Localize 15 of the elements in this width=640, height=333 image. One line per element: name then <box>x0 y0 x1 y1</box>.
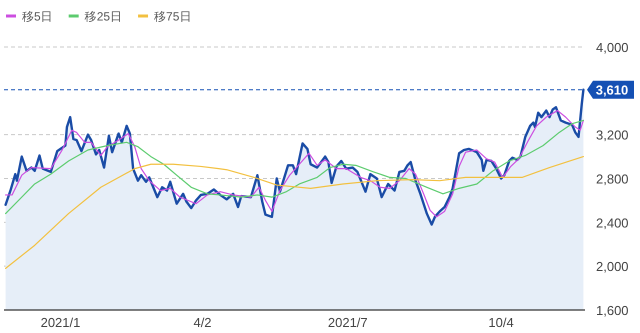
x-tick-label: 4/2 <box>193 315 212 330</box>
x-tick-label: 10/4 <box>488 315 514 330</box>
y-tick-label: 1,600 <box>596 303 629 318</box>
legend-label: 移25日 <box>84 10 122 24</box>
legend-label: 移5日 <box>22 10 53 24</box>
y-tick-label: 2,400 <box>596 215 629 230</box>
y-tick-label: 2,000 <box>596 259 629 274</box>
line-series <box>5 156 584 269</box>
y-tick-label: 4,000 <box>596 40 629 55</box>
ref-line-label: 3,610 <box>596 82 628 98</box>
x-tick-label: 2021/7 <box>328 315 368 330</box>
x-tick-label: 2021/1 <box>40 315 80 330</box>
y-tick-label: 3,200 <box>596 128 629 143</box>
y-tick-label: 2,800 <box>596 172 629 186</box>
legend-label: 移75日 <box>154 10 192 24</box>
